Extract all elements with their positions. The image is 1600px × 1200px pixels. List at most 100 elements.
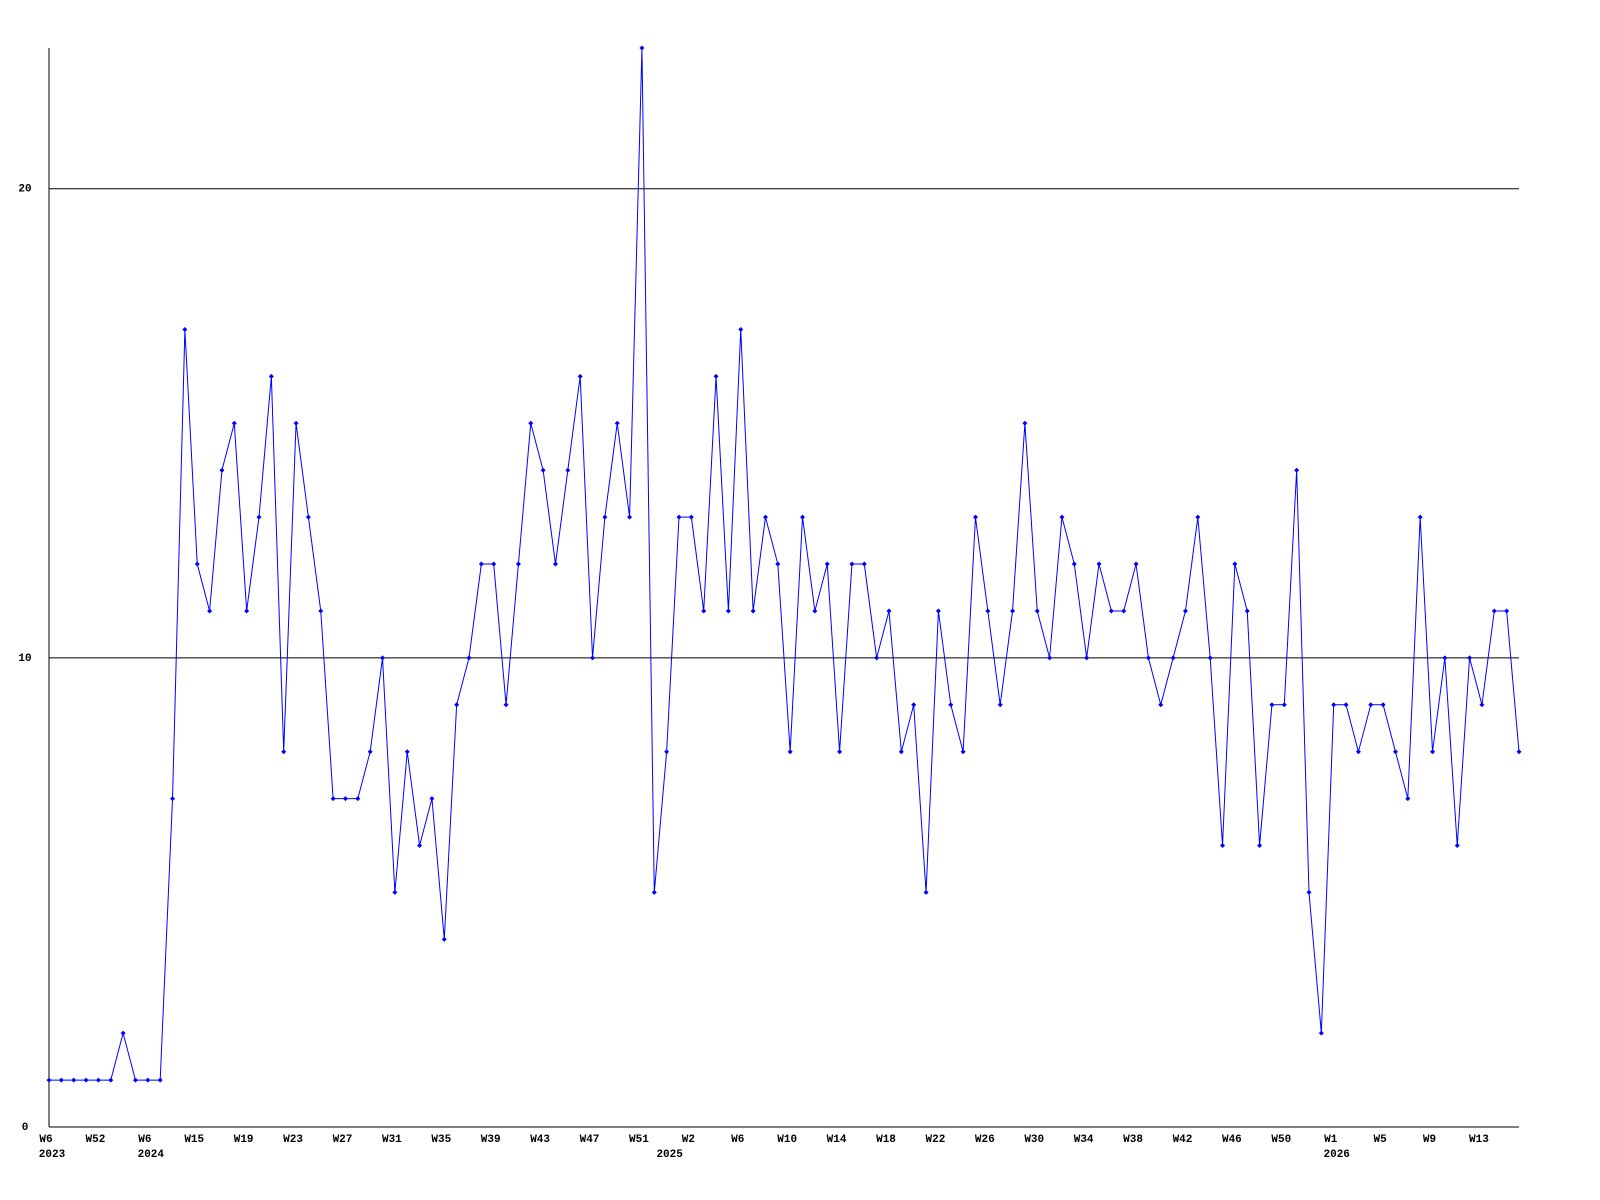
data-point <box>219 467 225 473</box>
data-point <box>1516 749 1522 755</box>
data-point <box>1220 843 1226 849</box>
data-point <box>775 561 781 567</box>
x-tick-label: W15 <box>184 1134 204 1146</box>
data-point <box>1096 561 1102 567</box>
data-point <box>552 561 558 567</box>
x-tick-label: W9 <box>1423 1134 1436 1146</box>
x-tick-label: W13 <box>1469 1134 1489 1146</box>
data-point <box>688 514 694 520</box>
data-point <box>738 326 744 332</box>
data-point <box>627 514 633 520</box>
data-point <box>1059 514 1065 520</box>
x-tick-label: W52 <box>86 1134 106 1146</box>
data-point <box>639 45 645 51</box>
data-point <box>95 1077 101 1083</box>
x-tick-label: W10 <box>777 1134 797 1146</box>
x-year-label: 2024 <box>138 1149 165 1161</box>
x-tick-label: W39 <box>481 1134 501 1146</box>
data-point <box>503 702 509 708</box>
data-point <box>305 514 311 520</box>
data-point <box>664 749 670 755</box>
x-tick-label: W18 <box>876 1134 896 1146</box>
x-tick-label: W19 <box>234 1134 254 1146</box>
data-point <box>713 373 719 379</box>
data-point <box>1207 655 1213 661</box>
data-point <box>157 1077 163 1083</box>
data-point <box>540 467 546 473</box>
data-point <box>429 796 435 802</box>
data-point <box>1182 608 1188 614</box>
data-point <box>1010 608 1016 614</box>
data-point <box>1047 655 1053 661</box>
data-point <box>380 655 386 661</box>
data-point <box>911 702 917 708</box>
data-point <box>837 749 843 755</box>
x-tick-label: W34 <box>1074 1134 1094 1146</box>
data-point <box>182 326 188 332</box>
data-point <box>1318 1030 1324 1036</box>
data-point <box>367 749 373 755</box>
data-point <box>812 608 818 614</box>
data-point <box>528 420 534 426</box>
data-point <box>1491 608 1497 614</box>
data-point <box>491 561 497 567</box>
data-point <box>923 889 929 895</box>
data-point <box>244 608 250 614</box>
data-point <box>1195 514 1201 520</box>
data-point <box>170 796 176 802</box>
x-year-label: 2026 <box>1324 1149 1350 1161</box>
y-tick-label: 20 <box>18 184 31 196</box>
x-tick-label: W23 <box>283 1134 303 1146</box>
data-point <box>1430 749 1436 755</box>
data-point <box>46 1077 52 1083</box>
data-point <box>1121 608 1127 614</box>
x-tick-label: W6 <box>138 1134 151 1146</box>
data-point <box>1022 420 1028 426</box>
x-tick-label: W46 <box>1222 1134 1242 1146</box>
data-point <box>886 608 892 614</box>
data-point <box>874 655 880 661</box>
data-point <box>948 702 954 708</box>
data-point <box>1294 467 1300 473</box>
data-point <box>268 373 274 379</box>
data-point <box>392 889 398 895</box>
x-year-label: 2023 <box>39 1149 66 1161</box>
data-point <box>1244 608 1250 614</box>
data-point <box>1442 655 1448 661</box>
data-point <box>750 608 756 614</box>
x-tick-label: W6 <box>39 1134 52 1146</box>
data-point <box>565 467 571 473</box>
x-tick-label: W26 <box>975 1134 995 1146</box>
data-point <box>824 561 830 567</box>
data-point <box>590 655 596 661</box>
data-point <box>1380 702 1386 708</box>
data-point <box>1343 702 1349 708</box>
data-point <box>1306 889 1312 895</box>
data-point <box>145 1077 151 1083</box>
data-point <box>614 420 620 426</box>
data-point <box>1133 561 1139 567</box>
data-point <box>330 796 336 802</box>
data-point <box>849 561 855 567</box>
data-point <box>466 655 472 661</box>
data-point <box>318 608 324 614</box>
data-point <box>1034 608 1040 614</box>
data-point <box>787 749 793 755</box>
data-point <box>1392 749 1398 755</box>
data-point <box>1331 702 1337 708</box>
x-tick-label: W30 <box>1024 1134 1044 1146</box>
x-tick-label: W47 <box>580 1134 600 1146</box>
data-point <box>1454 843 1460 849</box>
x-tick-label: W27 <box>333 1134 353 1146</box>
data-point <box>1417 514 1423 520</box>
data-point <box>1467 655 1473 661</box>
data-point <box>898 749 904 755</box>
data-point <box>1170 655 1176 661</box>
x-tick-label: W38 <box>1123 1134 1143 1146</box>
x-tick-label: W14 <box>827 1134 847 1146</box>
data-point <box>701 608 707 614</box>
data-point <box>1158 702 1164 708</box>
x-tick-label: W5 <box>1374 1134 1388 1146</box>
data-point <box>1257 843 1263 849</box>
data-point <box>960 749 966 755</box>
